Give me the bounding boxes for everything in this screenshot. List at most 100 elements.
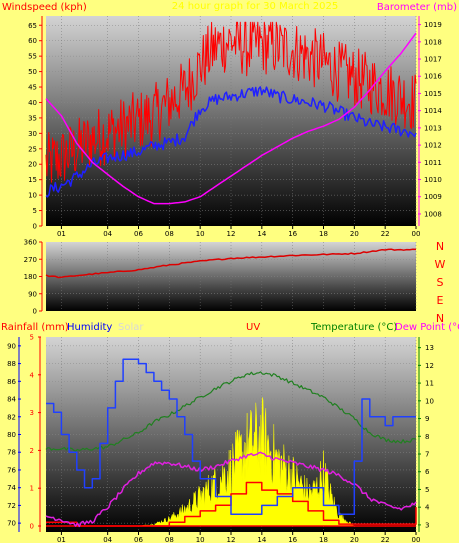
- barometer-tick-label: 1013: [424, 124, 442, 132]
- wind-x-tick-label: 22: [381, 230, 390, 238]
- temperature-tick-label: 9: [425, 415, 429, 423]
- barometer-tick-label: 1012: [424, 142, 442, 150]
- barometer-axis-label: Barometer (mb): [377, 2, 457, 13]
- barometer-tick-label: 1008: [424, 210, 442, 218]
- humidity-tick-label: 78: [7, 449, 16, 457]
- direction-label-s: S: [437, 276, 444, 289]
- legend-humidity: Humidity: [67, 322, 112, 333]
- windspeed-tick-label: 65: [28, 22, 37, 30]
- rain-x-tick-label: 06: [134, 536, 143, 543]
- rain-x-tick-label: 04: [103, 536, 112, 543]
- windspeed-tick-label: 45: [28, 84, 37, 92]
- rainfall-tick-label: 0: [30, 523, 34, 531]
- humidity-tick-label: 88: [7, 360, 16, 368]
- rain-x-tick-label: 18: [319, 536, 328, 543]
- rainfall-tick-label: 5: [30, 334, 34, 342]
- wind-pressure-panel: 0510152025303540455055606510081009101010…: [28, 16, 442, 238]
- wind-x-tick-label: 01: [57, 230, 66, 238]
- legend-uv: UV: [246, 322, 260, 333]
- barometer-tick-label: 1014: [424, 107, 442, 115]
- windspeed-tick-label: 55: [28, 53, 37, 61]
- windspeed-tick-label: 10: [28, 192, 37, 200]
- pressure-series-line: [45, 32, 417, 205]
- windspeed-tick-label: 5: [33, 207, 37, 215]
- wind-x-tick-label: 12: [227, 230, 236, 238]
- barometer-tick-label: 1017: [424, 56, 442, 64]
- barometer-tick-label: 1016: [424, 73, 442, 81]
- rainfall-tick-label: 4: [30, 371, 35, 379]
- uv-series-line: [46, 481, 417, 527]
- rain-x-tick-label: 08: [165, 536, 174, 543]
- humidity-tick-label: 70: [7, 520, 16, 528]
- solar-series-area: [138, 397, 355, 527]
- wind-direction-panel: 0 90 180 270 360: [24, 239, 417, 316]
- temperature-tick-label: 5: [425, 486, 429, 494]
- windspeed-axis-label: Windspeed (kph): [2, 2, 87, 13]
- direction-tick-label: 0: [33, 308, 37, 316]
- wind-x-tick-label: 08: [165, 230, 174, 238]
- windspeed-tick-label: 25: [28, 145, 37, 153]
- humidity-tick-label: 82: [7, 413, 16, 421]
- direction-tick-label: 90: [28, 290, 37, 298]
- windspeed-tick-label: 50: [28, 68, 37, 76]
- windspeed-tick-label: 30: [28, 130, 37, 138]
- humidity-tick-label: 86: [7, 378, 16, 386]
- legend-temperature: Temperature (°C): [310, 322, 397, 333]
- temperature-series-line: [45, 371, 417, 452]
- windspeed-tick-label: 40: [28, 99, 37, 107]
- rain-x-tick-label: 00: [412, 536, 421, 543]
- wind-x-tick-label: 10: [196, 230, 205, 238]
- barometer-tick-label: 1010: [424, 176, 442, 184]
- barometer-tick-label: 1011: [424, 159, 442, 167]
- windspeed-tick-label: 0: [33, 223, 37, 231]
- barometer-tick-label: 1015: [424, 90, 442, 98]
- wind-direction-series-line: [45, 248, 417, 279]
- direction-label-n-bottom: N: [436, 312, 444, 325]
- temperature-tick-label: 10: [425, 397, 434, 405]
- windspeed-tick-label: 60: [28, 37, 37, 45]
- humidity-series-line: [46, 358, 416, 516]
- wind-speed-series-line: [45, 86, 417, 198]
- humidity-tick-label: 74: [7, 484, 16, 492]
- direction-tick-label: 180: [24, 273, 37, 281]
- rain-x-tick-label: 16: [288, 536, 297, 543]
- temperature-tick-label: 6: [425, 468, 430, 476]
- rain-humidity-temperature-panel: 7072747678808284868890012345345678910111…: [7, 334, 434, 543]
- rain-x-tick-label: 01: [57, 536, 66, 543]
- wind-x-tick-label: 18: [319, 230, 328, 238]
- rainfall-tick-label: 2: [30, 447, 34, 455]
- gust-series-line: [45, 21, 417, 183]
- temperature-tick-label: 8: [425, 433, 429, 441]
- humidity-tick-label: 80: [7, 431, 16, 439]
- wind-x-tick-label: 06: [134, 230, 143, 238]
- humidity-tick-label: 76: [7, 466, 16, 474]
- wind-x-tick-label: 16: [288, 230, 297, 238]
- barometer-tick-label: 1018: [424, 38, 442, 46]
- barometer-tick-label: 1009: [424, 193, 442, 201]
- temperature-tick-label: 3: [425, 521, 429, 529]
- wind-x-tick-label: 20: [350, 230, 359, 238]
- humidity-tick-label: 84: [7, 396, 16, 404]
- wind-x-tick-label: 14: [257, 230, 266, 238]
- rain-x-tick-label: 10: [196, 536, 205, 543]
- windspeed-tick-label: 15: [28, 176, 37, 184]
- legend-solar: Solar: [118, 322, 144, 333]
- windspeed-tick-label: 20: [28, 161, 37, 169]
- temperature-tick-label: 11: [425, 380, 434, 388]
- humidity-tick-label: 90: [7, 342, 16, 350]
- wind-x-tick-label: 04: [103, 230, 112, 238]
- temperature-tick-label: 4: [425, 504, 430, 512]
- barometer-tick-label: 1019: [424, 21, 442, 29]
- graph-title: 24 hour graph for 30 March 2025: [172, 1, 338, 12]
- legend-rainfall: Rainfall (mm): [1, 322, 69, 333]
- rain-x-tick-label: 20: [350, 536, 359, 543]
- direction-tick-label: 270: [24, 256, 37, 264]
- wind-x-tick-label: 00: [412, 230, 421, 238]
- direction-label-w: W: [435, 258, 446, 271]
- windspeed-tick-label: 35: [28, 114, 37, 122]
- humidity-tick-label: 72: [7, 502, 16, 510]
- temperature-tick-label: 7: [425, 451, 429, 459]
- direction-plot-area: [46, 242, 416, 311]
- direction-label-n-top: N: [436, 240, 444, 253]
